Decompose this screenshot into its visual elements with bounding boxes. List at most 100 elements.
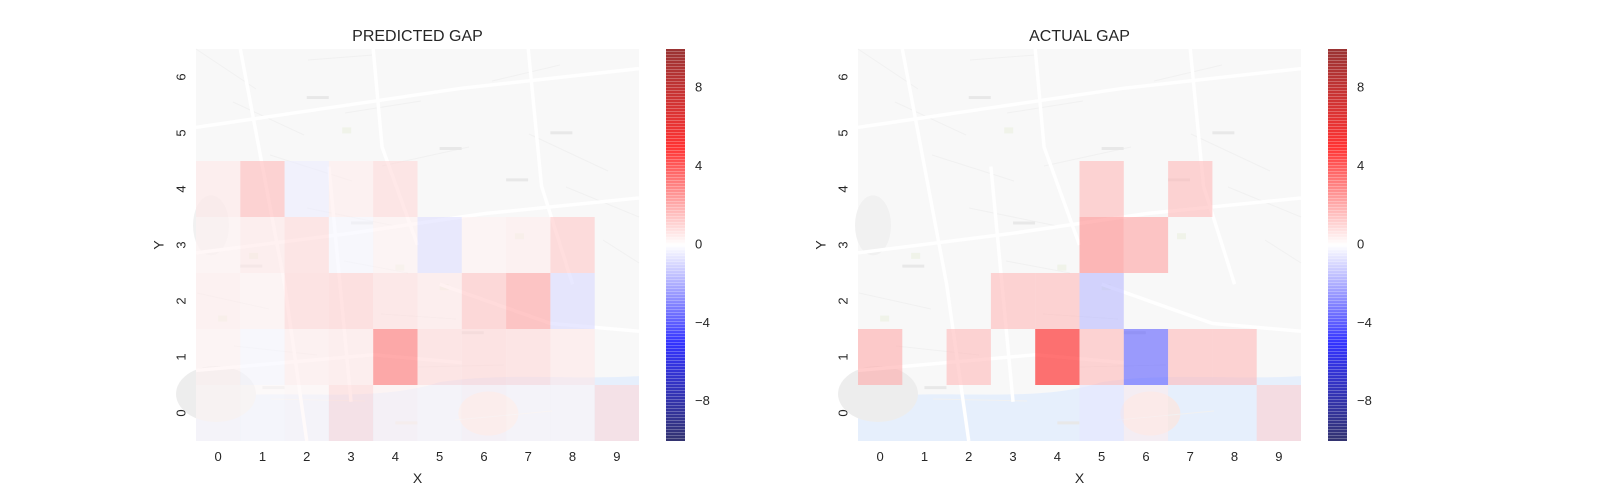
heatmap-cell-3-3: [328, 217, 374, 273]
x-tick-label-0-0: 0: [215, 449, 222, 464]
x-tick-label-0-7: 7: [525, 449, 532, 464]
heatmap-cell-5-0: [417, 385, 462, 441]
heatmap-cell-6-3: [461, 217, 507, 273]
heatmap-cell-7-0: [506, 385, 551, 441]
colorbar-tick-label-0-3: −4: [695, 315, 710, 330]
y-tick-label-0-5: 5: [173, 129, 188, 136]
x-tick-label-0-1: 1: [259, 449, 266, 464]
colorbar-tick-label-0-1: 4: [695, 158, 702, 173]
heatmap-cell-8-1: [550, 329, 595, 385]
heatmap-cell-3-2: [328, 273, 374, 329]
heatmap-cell-5-3: [417, 217, 462, 273]
y-tick-label-0-0: 0: [173, 409, 188, 416]
chart-title-1: ACTUAL GAP: [1029, 28, 1130, 45]
heatmap-cell-7-4: [1168, 161, 1213, 217]
heatmap-cell-4-2: [1035, 273, 1080, 329]
colorbar-tick-label-1-3: −4: [1357, 315, 1372, 330]
x-tick-label-1-2: 2: [965, 449, 972, 464]
heatmap-cell-5-1: [417, 329, 462, 385]
heatmap-cell-3-2: [990, 273, 1036, 329]
heatmap-cell-0-1: [196, 329, 241, 385]
colorbar-tick-label-1-4: −8: [1357, 393, 1372, 408]
heatmap-cell-1-0: [240, 385, 285, 441]
heatmap-cell-1-1: [240, 329, 285, 385]
colorbar-1: 8 4 0 −4 −8: [1328, 49, 1372, 441]
colorbar-tick-label-0-4: −8: [695, 393, 710, 408]
heatmap-cell-5-0: [1079, 385, 1124, 441]
colorbar-tick-label-0-0: 8: [695, 80, 702, 95]
x-tick-label-0-8: 8: [569, 449, 576, 464]
y-axis-label-0: Y: [151, 240, 167, 250]
heatmap-cell-4-3: [373, 217, 418, 273]
heatmap-cell-5-2: [417, 273, 462, 329]
y-tick-label-0-2: 2: [173, 297, 188, 304]
heatmap-cell-4-1: [1035, 329, 1080, 385]
heatmap-cells-0: [196, 161, 639, 441]
x-tick-label-1-5: 5: [1098, 449, 1105, 464]
heatmap-cell-5-3: [1079, 217, 1124, 273]
x-tick-label-0-9: 9: [613, 449, 620, 464]
x-tick-label-0-5: 5: [436, 449, 443, 464]
heatmap-cell-7-1: [506, 329, 551, 385]
heatmap-cell-8-1: [1212, 329, 1257, 385]
heatmap-cell-5-2: [1079, 273, 1124, 329]
colorbar-0: 8 4 0 −4 −8: [666, 49, 710, 441]
heatmap-cell-6-3: [1123, 217, 1169, 273]
colorbar-tick-label-1-1: 4: [1357, 158, 1364, 173]
heatmap-cell-1-4: [240, 161, 285, 217]
x-tick-label-1-1: 1: [921, 449, 928, 464]
x-tick-label-0-3: 3: [347, 449, 354, 464]
x-tick-label-1-9: 9: [1275, 449, 1282, 464]
heatmap-cell-4-1: [373, 329, 418, 385]
x-tick-label-1-8: 8: [1231, 449, 1238, 464]
heatmap-cell-2-1: [946, 329, 991, 385]
heatmap-cell-2-2: [284, 273, 329, 329]
y-axis-label-1: Y: [813, 240, 829, 250]
heatmap-cell-9-0: [1256, 385, 1301, 441]
y-tick-label-1-4: 4: [835, 185, 850, 192]
y-tick-label-0-6: 6: [173, 73, 188, 80]
colorbar-tick-label-1-0: 8: [1357, 80, 1364, 95]
heatmap-cell-9-0: [594, 385, 639, 441]
heatmap-cell-2-4: [284, 161, 329, 217]
heatmap-cell-0-4: [196, 161, 241, 217]
x-axis-label-1: X: [1075, 470, 1085, 486]
heatmap-cell-4-0: [373, 385, 418, 441]
heatmap-panel-1: ACTUAL GAP 0 1 2 3 4 5 6 7 8 9 0 1 2 3 4 5 6 X Y 8 4 0 −4 −8: [813, 28, 1372, 486]
heatmap-cell-1-3: [240, 217, 285, 273]
y-tick-label-1-3: 3: [835, 241, 850, 248]
heatmap-cell-6-0: [461, 385, 507, 441]
heatmap-panel-0: PREDICTED GAP 0 1 2 3 4 5 6 7 8 9 0 1 2 3 4 5 6 X Y 8 4 0 −4 −8: [151, 28, 710, 486]
x-tick-label-0-4: 4: [392, 449, 399, 464]
y-tick-label-1-2: 2: [835, 297, 850, 304]
heatmap-cell-0-3: [196, 217, 241, 273]
y-tick-label-0-3: 3: [173, 241, 188, 248]
heatmap-cell-5-1: [1079, 329, 1124, 385]
x-axis-label-0: X: [413, 470, 423, 486]
heatmap-cell-2-3: [284, 217, 329, 273]
x-tick-label-1-7: 7: [1187, 449, 1194, 464]
x-tick-label-1-4: 4: [1054, 449, 1061, 464]
x-tick-label-1-6: 6: [1142, 449, 1149, 464]
chart-title-0: PREDICTED GAP: [352, 28, 483, 45]
x-tick-label-1-0: 0: [877, 449, 884, 464]
heatmap-cell-2-1: [284, 329, 329, 385]
y-tick-label-1-0: 0: [835, 409, 850, 416]
y-tick-label-0-1: 1: [173, 353, 188, 360]
heatmap-cell-6-1: [461, 329, 507, 385]
heatmap-cell-3-0: [328, 385, 374, 441]
y-tick-label-1-5: 5: [835, 129, 850, 136]
heatmap-cell-0-0: [196, 385, 241, 441]
colorbar-tick-label-0-2: 0: [695, 236, 702, 251]
heatmap-cell-8-2: [550, 273, 595, 329]
heatmap-cell-0-1: [858, 329, 903, 385]
heatmap-cell-8-0: [550, 385, 595, 441]
heatmap-cell-4-2: [373, 273, 418, 329]
heatmap-cell-3-1: [328, 329, 374, 385]
colorbar-tick-label-1-2: 0: [1357, 236, 1364, 251]
y-tick-label-0-4: 4: [173, 185, 188, 192]
heatmap-cell-4-4: [373, 161, 418, 217]
heatmap-cell-5-4: [1079, 161, 1124, 217]
heatmap-cell-0-2: [196, 273, 241, 329]
